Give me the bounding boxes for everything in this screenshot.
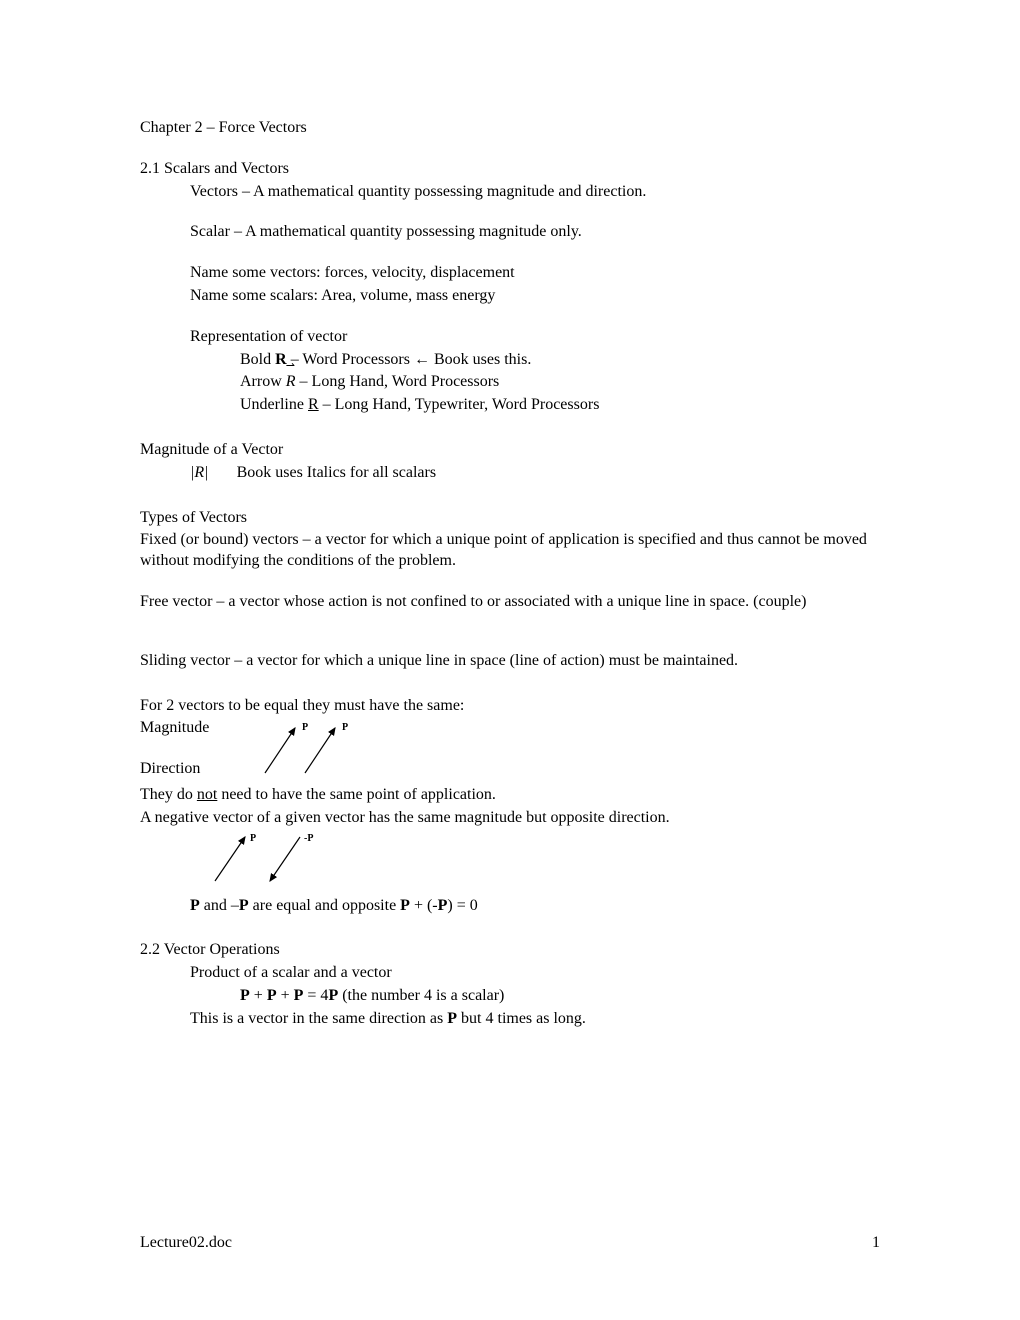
mid1: and – [200,897,239,914]
name-scalars: Name some scalars: Area, volume, mass en… [140,286,880,307]
rep-underline-R: R [308,396,319,413]
eq-p3: P [294,987,304,1004]
diagram2-label-negp: -P [304,833,313,844]
diagram1-label-p1: P [302,722,308,733]
r-vector-arrow-icon: R [286,372,296,393]
mid2: are equal and opposite [249,897,401,914]
eq-note: (the number 4 is a scalar) [338,987,504,1004]
rep-underline-pre: Underline [240,396,308,413]
page-footer: Lecture02.doc 1 [140,1234,880,1252]
p1: P [190,897,200,914]
representation-heading: Representation of vector [140,327,880,348]
p2: P [239,897,249,914]
sliding-vector-def: Sliding vector – a vector for which a un… [140,651,880,672]
rep-arrow-line: Arrow R – Long Hand, Word Processors [140,372,880,393]
equal-intro: For 2 vectors to be equal they must have… [140,696,880,717]
mid3: + (- [410,897,438,914]
not-underline: not [197,786,217,803]
equal-vectors-diagram: P P [260,718,360,785]
scalar-definition: Scalar – A mathematical quantity possess… [140,222,880,243]
rep-underline-post: – Long Hand, Typewriter, Word Processors [319,396,600,413]
rep-bold-post: – Word Processors [287,351,414,368]
not-pre: They do [140,786,197,803]
diagram1-label-p2: P [342,722,348,733]
product-equation: P + P + P = 4P (the number 4 is a scalar… [140,986,880,1007]
left-arrow-icon: ← [414,350,430,371]
not-post: need to have the same point of applicati… [217,786,496,803]
end: ) = 0 [447,897,477,914]
rep-bold-line: Bold R – Word Processors ← Book uses thi… [140,350,880,371]
eq-p1: P [240,987,250,1004]
magnitude-heading: Magnitude of a Vector [140,440,880,461]
p-equal-opposite: P and –P are equal and opposite P + (-P)… [140,896,880,917]
desc-pre: This is a vector in the same direction a… [190,1010,447,1027]
rep-arrow-pre: Arrow [240,373,286,390]
desc-post: but 4 times as long. [457,1010,586,1027]
eq-plus1: + [250,987,267,1004]
p4: P [438,897,448,914]
not-same-point: They do not need to have the same point … [140,785,880,806]
desc-p: P [447,1010,457,1027]
abs-r-symbol: |R| [190,463,209,484]
magnitude-text: Book uses Italics for all scalars [237,464,437,481]
negative-vector-def: A negative vector of a given vector has … [140,808,880,829]
eq-eq: = 4 [303,987,328,1004]
equal-direction: Direction [140,759,250,780]
rep-underline-line: Underline R – Long Hand, Typewriter, Wor… [140,395,880,416]
free-vector-def: Free vector – a vector whose action is n… [140,592,880,613]
chapter-title: Chapter 2 – Force Vectors [140,118,880,139]
product-heading: Product of a scalar and a vector [140,963,880,984]
magnitude-line: |R| Book uses Italics for all scalars [140,463,880,484]
types-heading: Types of Vectors [140,508,880,529]
negative-vectors-diagram: P -P [210,829,880,896]
rep-bold-pre: Bold [240,351,275,368]
rep-bold-end: Book uses this. [430,351,531,368]
rep-arrow-post: – Long Hand, Word Processors [296,373,500,390]
page-content: Chapter 2 – Force Vectors 2.1 Scalars an… [0,0,1020,1092]
eq-plus2: + [277,987,294,1004]
diagram2-label-p: P [250,833,256,844]
eq-p2: P [267,987,277,1004]
footer-page-number: 1 [872,1234,880,1252]
vectors-definition: Vectors – A mathematical quantity posses… [140,182,880,203]
section-2-1-heading: 2.1 Scalars and Vectors [140,159,880,180]
eq-p4: P [328,987,338,1004]
fixed-vector-def: Fixed (or bound) vectors – a vector for … [140,530,880,572]
name-vectors: Name some vectors: forces, velocity, dis… [140,263,880,284]
p3: P [400,897,410,914]
footer-filename: Lecture02.doc [140,1234,232,1252]
equal-magnitude: Magnitude [140,718,250,739]
section-2-2-heading: 2.2 Vector Operations [140,940,880,961]
product-description: This is a vector in the same direction a… [140,1009,880,1030]
